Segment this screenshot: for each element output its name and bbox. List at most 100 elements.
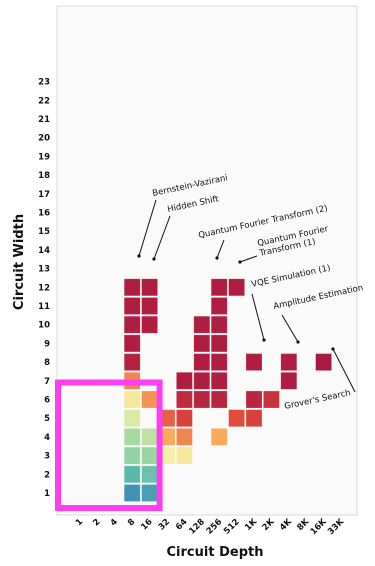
- heatmap-cell: [141, 315, 158, 334]
- y-tick-label: 22: [38, 96, 50, 106]
- annotation-arrowhead: [137, 254, 141, 258]
- heatmap-cell: [228, 409, 245, 428]
- x-tick-label: 256: [205, 517, 225, 537]
- heatmap-cell: [210, 428, 228, 446]
- y-tick-label: 18: [38, 171, 50, 181]
- heatmap-cell: [193, 353, 211, 371]
- heatmap-cell: [245, 390, 263, 409]
- annotation-arrowhead: [238, 260, 242, 264]
- annotation-arrowhead: [331, 347, 335, 351]
- heatmap-cell: [123, 428, 141, 446]
- x-tick-label: 8: [126, 517, 137, 528]
- y-tick-label: 3: [44, 452, 50, 462]
- y-tick-label: 4: [44, 433, 50, 443]
- x-tick-label: 1: [74, 517, 85, 528]
- heatmap-cell: [123, 334, 141, 353]
- y-tick-label: 15: [38, 227, 50, 237]
- x-tick-label: 4: [109, 517, 120, 528]
- heatmap-cell: [193, 390, 211, 409]
- y-tick-label: 11: [38, 302, 50, 312]
- heatmap-cell: [123, 484, 141, 502]
- heatmap-cell: [123, 278, 141, 297]
- heatmap-cell: [193, 315, 211, 334]
- heatmap-cell: [315, 353, 332, 371]
- x-tick-label: 32: [157, 517, 172, 532]
- heatmap-cell: [280, 353, 298, 371]
- x-tick-label: 33K: [326, 517, 346, 537]
- heatmap-cell: [176, 409, 193, 428]
- heatmap-cell: [123, 465, 141, 484]
- heatmap-cell: [176, 446, 193, 465]
- heatmap-cell: [193, 371, 211, 390]
- y-tick-label: 12: [38, 283, 50, 293]
- y-tick-label: 5: [44, 414, 50, 424]
- y-tick-label: 6: [44, 396, 50, 406]
- heatmap-cell: [210, 278, 228, 297]
- heatmap-cell: [280, 371, 298, 390]
- heatmap-cell: [141, 446, 158, 465]
- heatmap-cell: [210, 315, 228, 334]
- heatmap-cell: [123, 297, 141, 315]
- heatmap-cell: [141, 465, 158, 484]
- annotation-arrowhead: [215, 256, 219, 260]
- heatmap-cell: [176, 428, 193, 446]
- annotation-leader: [251, 293, 265, 341]
- heatmap-cell: [210, 353, 228, 371]
- y-tick-label: 20: [38, 134, 50, 144]
- heatmap-cell: [210, 390, 228, 409]
- annotation-leader: [332, 348, 356, 393]
- y-tick-label: 8: [44, 358, 50, 368]
- x-tick-label: 1K: [243, 517, 259, 533]
- heatmap-cell: [176, 371, 193, 390]
- heatmap-cell: [263, 390, 280, 409]
- heatmap-cell: [210, 334, 228, 353]
- y-tick-label: 13: [38, 265, 50, 275]
- annotation-leader: [239, 255, 258, 263]
- x-tick-label: 4K: [278, 517, 294, 533]
- heatmap-cell: [123, 409, 141, 428]
- heatmap-cell: [123, 446, 141, 465]
- annotation-arrowhead: [296, 340, 300, 344]
- heatmap-cell: [245, 409, 263, 428]
- heatmap-cell: [123, 353, 141, 371]
- y-tick-label: 7: [44, 377, 50, 387]
- heatmap-cell: [141, 390, 158, 409]
- heatmap-cell: [141, 484, 158, 502]
- x-tick-label: 16K: [309, 517, 329, 537]
- y-tick-label: 19: [38, 152, 50, 162]
- x-tick-label: 2K: [261, 517, 277, 533]
- y-tick-label: 16: [38, 209, 50, 219]
- y-tick-label: 2: [44, 470, 50, 480]
- highlight-region: [55, 379, 163, 511]
- y-tick-label: 9: [44, 339, 50, 349]
- annotation-leader: [281, 314, 299, 343]
- heatmap-cell: [193, 334, 211, 353]
- heatmap-cell: [210, 371, 228, 390]
- annotation-arrowhead: [262, 338, 266, 342]
- x-tick-label: 16: [139, 517, 154, 532]
- x-tick-label: 128: [187, 517, 207, 537]
- x-tick-label: 2: [91, 517, 102, 528]
- heatmap-cell: [123, 315, 141, 334]
- heatmap-cell: [141, 428, 158, 446]
- plot-area: [56, 5, 358, 516]
- heatmap-cell: [176, 390, 193, 409]
- heatmap-cell: [210, 297, 228, 315]
- y-tick-label: 14: [38, 246, 50, 256]
- y-axis-title: Circuit Width: [12, 214, 27, 310]
- annotation-leader: [153, 215, 171, 260]
- heatmap-cell: [123, 390, 141, 409]
- y-tick-label: 17: [38, 190, 50, 200]
- annotation-arrowhead: [152, 257, 156, 261]
- heatmap-cell: [141, 278, 158, 297]
- annotation-leader: [138, 199, 157, 257]
- x-tick-label: 512: [222, 517, 242, 537]
- heatmap-cell: [228, 278, 245, 297]
- y-tick-label: 23: [38, 78, 50, 88]
- heatmap-cell: [141, 297, 158, 315]
- y-tick-label: 1: [44, 489, 50, 499]
- x-axis-title: Circuit Depth: [167, 545, 264, 560]
- y-tick-label: 10: [38, 321, 50, 331]
